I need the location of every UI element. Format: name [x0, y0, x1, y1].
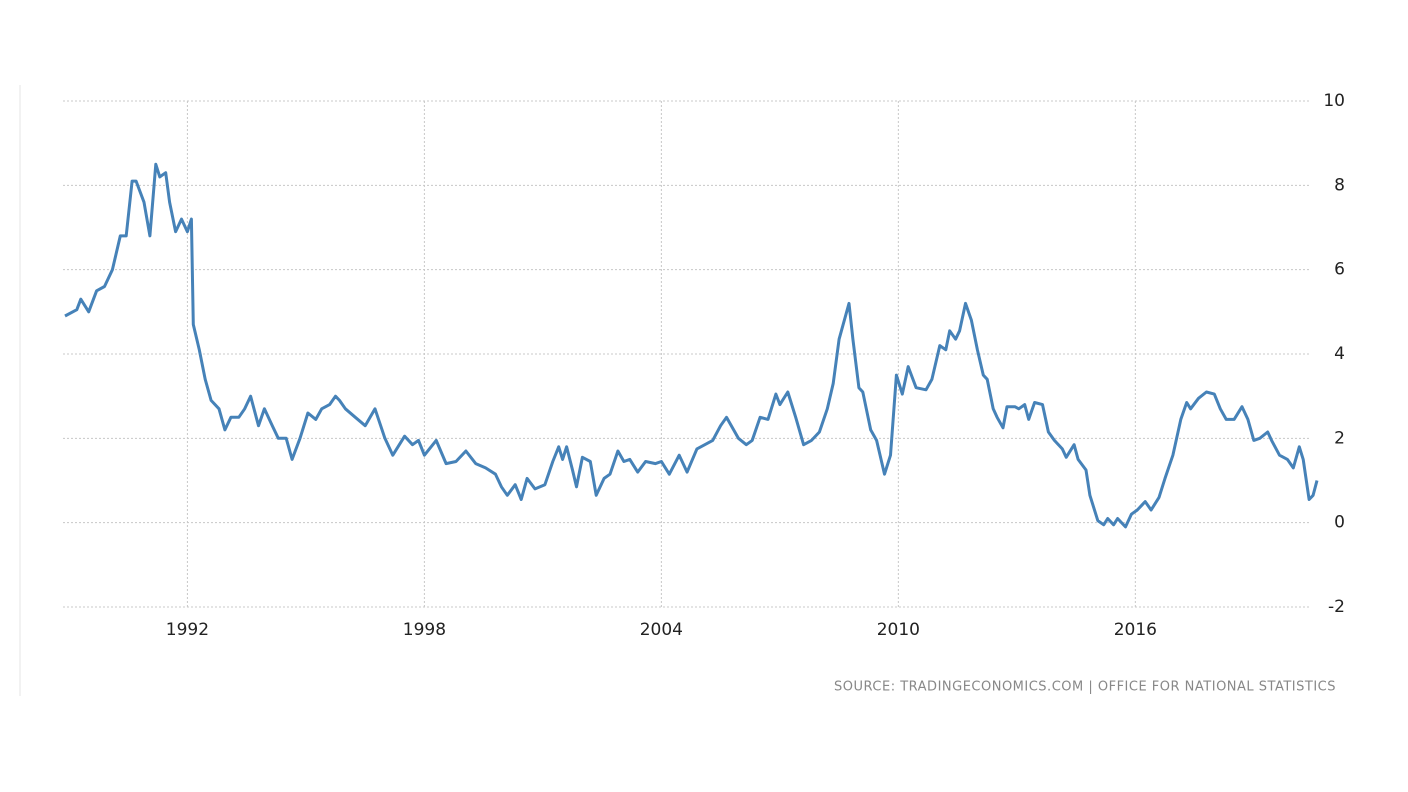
x-tick-label: 1998: [403, 620, 446, 640]
y-tick-label: 0: [1334, 513, 1345, 533]
source-note: SOURCE: TRADINGECONOMICS.COM | OFFICE FO…: [834, 680, 1336, 695]
x-tick-label: 2004: [640, 620, 683, 640]
y-tick-label: 4: [1334, 344, 1345, 364]
x-tick-label: 2016: [1114, 620, 1157, 640]
x-tick-label: 2010: [877, 620, 920, 640]
y-tick-label: -2: [1328, 597, 1345, 617]
data-line: [64, 162, 1319, 529]
y-tick-label: 10: [1323, 91, 1345, 111]
y-tick-label: 6: [1334, 260, 1345, 280]
x-tick-label: 1992: [166, 620, 209, 640]
y-tick-label: 8: [1334, 175, 1345, 195]
y-tick-label: 2: [1334, 428, 1345, 448]
